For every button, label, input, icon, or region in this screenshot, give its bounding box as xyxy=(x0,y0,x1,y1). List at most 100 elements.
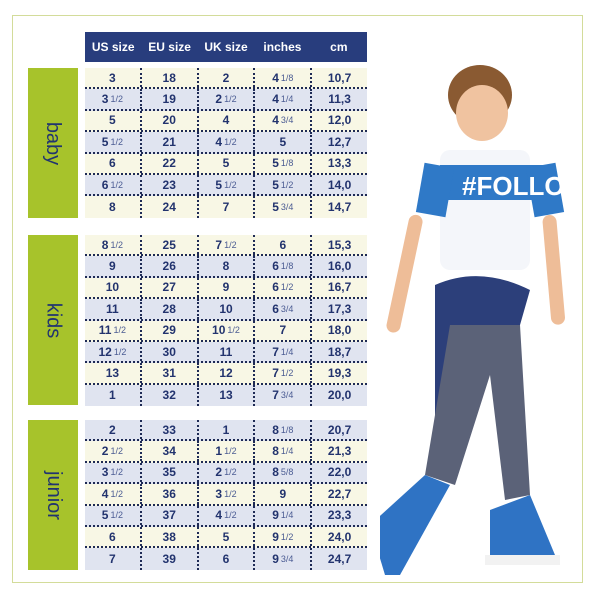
cell-us-size: 11 1/2 xyxy=(85,320,142,340)
cell-cm: 14,7 xyxy=(327,200,352,215)
table-row: 2 33 1 8 1/8 20,7 xyxy=(85,420,367,442)
cell-inches: 4 1/4 xyxy=(255,89,313,109)
cell-us-size: 5 1/2 xyxy=(85,132,142,152)
cell-cm: 24,7 xyxy=(327,552,352,567)
cell-inches: 9 1/2 xyxy=(255,526,313,547)
cell-eu-size: 31 xyxy=(142,363,199,383)
cell-cm: 20,0 xyxy=(327,388,352,403)
cell-uk-size: 11 xyxy=(199,341,256,362)
cell-cm: 24,0 xyxy=(327,529,352,544)
cell-eu-size: 35 xyxy=(142,462,199,483)
boy-photo: #FOLLO xyxy=(380,65,565,575)
cell-uk-size: 4 xyxy=(199,110,256,131)
cell-eu-size: 18 xyxy=(142,68,199,88)
cell-us-size: 12 1/2 xyxy=(85,341,142,362)
table-row: 8 1/2 25 7 1/2 6 15,3 xyxy=(85,235,367,257)
cell-eu-size: 39 xyxy=(142,548,199,570)
table-header: US size EU size UK size inches cm xyxy=(85,32,367,62)
category-label: junior xyxy=(42,470,65,520)
cell-uk-size: 12 xyxy=(199,363,256,383)
cell-uk-size: 4 1/2 xyxy=(199,505,256,525)
chart-frame xyxy=(12,15,583,583)
cell-uk-size: 1 1/2 xyxy=(199,441,256,461)
table-row: 3 1/2 19 2 1/2 4 1/4 11,3 xyxy=(85,89,367,111)
cell-us-size: 5 xyxy=(85,110,142,131)
cell-eu-size: 33 xyxy=(142,420,199,440)
cell-eu-size: 34 xyxy=(142,441,199,461)
cell-us-size: 11 xyxy=(85,299,142,319)
cell-cm: 17,3 xyxy=(327,301,352,316)
cell-eu-size: 28 xyxy=(142,299,199,319)
face xyxy=(456,85,508,141)
cell-us-size: 8 1/2 xyxy=(85,235,142,255)
cell-us-size: 9 xyxy=(85,256,142,276)
cell-cm: 10,7 xyxy=(327,70,352,85)
cell-eu-size: 20 xyxy=(142,110,199,131)
cell-inches: 6 3/4 xyxy=(255,299,313,319)
cell-uk-size: 2 xyxy=(199,68,256,88)
cell-inches: 5 xyxy=(255,132,313,152)
cell-eu-size: 27 xyxy=(142,277,199,298)
cell-cm: 23,3 xyxy=(327,508,352,523)
shirt-print: #FOLLO xyxy=(462,171,565,201)
table-row: 6 22 5 5 1/8 13,3 xyxy=(85,153,367,175)
cell-cm: 12,0 xyxy=(327,113,352,128)
category-label: baby xyxy=(42,121,65,165)
cell-inches: 6 1/8 xyxy=(255,256,313,276)
cell-cm: 19,3 xyxy=(327,366,352,381)
table-row: 3 18 2 4 1/8 10,7 xyxy=(85,68,367,90)
cell-cm: 21,3 xyxy=(327,444,352,459)
table-row: 4 1/2 36 3 1/2 9 22,7 xyxy=(85,484,367,506)
header-cm: cm xyxy=(330,40,348,54)
table-row: 5 1/2 21 4 1/2 5 12,7 xyxy=(85,132,367,154)
right-shoe xyxy=(490,495,555,565)
table-row: 12 1/2 30 11 7 1/4 18,7 xyxy=(85,341,367,364)
header-inches: inches xyxy=(263,40,302,54)
table-row: 10 27 9 6 1/2 16,7 xyxy=(85,277,367,300)
cell-inches: 5 1/2 xyxy=(255,174,313,195)
cell-cm: 16,7 xyxy=(327,280,352,295)
cell-cm: 11,3 xyxy=(328,92,351,107)
cell-cm: 20,7 xyxy=(327,422,352,437)
table-row: 13 31 12 7 1/2 19,3 xyxy=(85,363,367,385)
cell-cm: 15,3 xyxy=(327,237,352,252)
cell-us-size: 10 xyxy=(85,277,142,298)
cell-inches: 8 1/8 xyxy=(255,420,313,440)
cell-eu-size: 29 xyxy=(142,320,199,340)
cell-inches: 9 3/4 xyxy=(255,548,313,570)
cell-eu-size: 21 xyxy=(142,132,199,152)
cell-cm: 22,0 xyxy=(327,465,352,480)
cell-cm: 13,3 xyxy=(327,156,352,171)
cell-us-size: 3 1/2 xyxy=(85,89,142,109)
size-group-junior: 2 33 1 8 1/8 20,7 2 1/2 34 1 1/2 8 1/4 21,3 3 1/2 35 2 1/2… xyxy=(85,420,367,570)
table-row: 9 26 8 6 1/8 16,0 xyxy=(85,256,367,278)
cell-inches: 7 1/2 xyxy=(255,363,313,383)
cell-eu-size: 26 xyxy=(142,256,199,276)
cell-us-size: 4 1/2 xyxy=(85,484,142,504)
cell-us-size: 7 xyxy=(85,548,142,570)
category-kids: kids xyxy=(28,235,78,405)
cell-cm: 18,0 xyxy=(327,323,352,338)
cell-eu-size: 23 xyxy=(142,174,199,195)
cell-uk-size: 5 xyxy=(199,153,256,173)
size-group-kids: 8 1/2 25 7 1/2 6 15,3 9 26 8 6 1/8 16,0 10 27 9 6 1/2 16,7… xyxy=(85,235,367,407)
table-row: 11 28 10 6 3/4 17,3 xyxy=(85,299,367,321)
cell-uk-size: 7 1/2 xyxy=(199,235,256,255)
cell-uk-size: 7 xyxy=(199,196,256,218)
cell-cm: 14,0 xyxy=(327,177,352,192)
cell-inches: 7 1/4 xyxy=(255,341,313,362)
cell-inches: 7 3/4 xyxy=(255,384,313,407)
cell-uk-size: 9 xyxy=(199,277,256,298)
cell-us-size: 6 xyxy=(85,153,142,173)
table-row: 2 1/2 34 1 1/2 8 1/4 21,3 xyxy=(85,441,367,463)
cell-inches: 4 3/4 xyxy=(255,110,313,131)
table-row: 7 39 6 9 3/4 24,7 xyxy=(85,548,367,570)
table-row: 5 20 4 4 3/4 12,0 xyxy=(85,110,367,133)
cell-eu-size: 24 xyxy=(142,196,199,218)
cell-uk-size: 5 xyxy=(199,526,256,547)
cell-us-size: 2 1/2 xyxy=(85,441,142,461)
cell-eu-size: 19 xyxy=(142,89,199,109)
table-row: 11 1/2 29 10 1/2 7 18,0 xyxy=(85,320,367,342)
cell-eu-size: 32 xyxy=(142,384,199,407)
table-row: 1 32 13 7 3/4 20,0 xyxy=(85,384,367,407)
